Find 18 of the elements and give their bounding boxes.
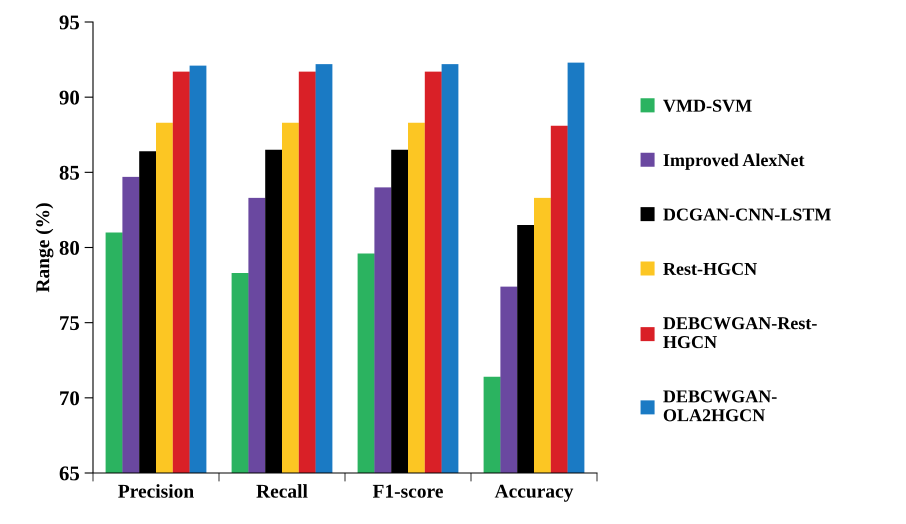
x-tick-label: F1-score <box>372 484 443 498</box>
x-tick-label: Accuracy <box>494 484 574 502</box>
legend-label: DEBCWGAN-OLA2HGCN <box>663 390 777 422</box>
y-tick-label: 95 <box>60 15 80 30</box>
legend-label: Improved AlexNet <box>664 153 804 170</box>
y-tick-label: 70 <box>60 391 80 406</box>
legend-label: VMD-SVM <box>663 100 752 112</box>
legend-label: DCGAN-CNN-LSTM <box>663 208 831 221</box>
legend-label: DEBCWGAN-Rest-HGCN <box>663 317 817 348</box>
x-tick-label: Recall <box>256 484 308 498</box>
y-tick-label: 80 <box>60 240 80 255</box>
x-tick-label: Precision <box>118 484 194 498</box>
y-axis-title: Range (%) <box>36 203 54 292</box>
y-tick-label: 85 <box>60 166 80 180</box>
y-tick-label: 90 <box>60 90 80 105</box>
y-tick-label: 65 <box>60 466 80 480</box>
y-tick-label: 75 <box>60 316 80 330</box>
legend-label: Rest-HGCN <box>663 262 757 276</box>
